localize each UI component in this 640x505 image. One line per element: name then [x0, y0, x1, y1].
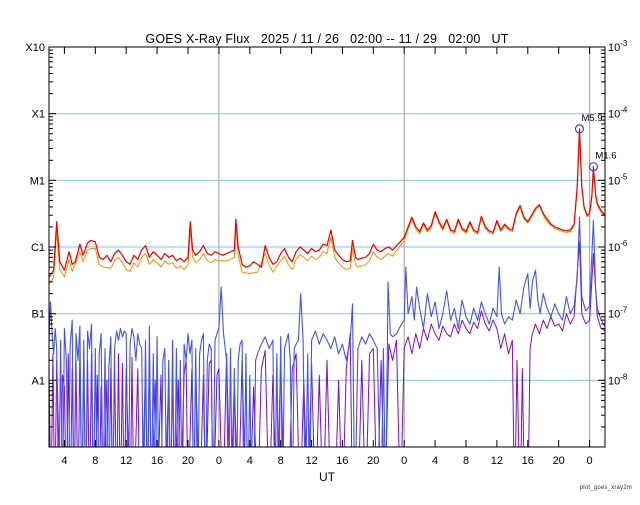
x-tick-label: 4 [432, 455, 438, 467]
x-tick-label: 20 [367, 455, 379, 467]
x-tick-label: 12 [120, 455, 132, 467]
y-right-label: 10-6 [608, 239, 628, 254]
x-tick-label: 16 [522, 455, 534, 467]
y-left-label: A1 [32, 375, 45, 387]
y-left-label: B1 [32, 309, 45, 321]
series-orange [49, 130, 605, 285]
series-red [49, 128, 605, 278]
x-tick-label: 4 [61, 455, 67, 467]
x-axis-label: UT [319, 470, 336, 484]
y-right-label: 10-5 [608, 172, 628, 187]
series-blue [49, 216, 605, 447]
x-tick-label: 0 [401, 455, 407, 467]
y-right-label: 10-4 [608, 106, 628, 121]
x-tick-label: 0 [216, 455, 222, 467]
flare-label: M1.6 [595, 151, 616, 162]
x-tick-label: 20 [182, 455, 194, 467]
flare-peak-marker [574, 124, 585, 134]
flare-label: M5.9 [582, 113, 603, 124]
y-left-label: X1 [32, 109, 45, 121]
watermark-text: plot_goes_xray2m [579, 485, 632, 491]
x-tick-label: 8 [278, 455, 284, 467]
y-left-label: C1 [31, 242, 45, 254]
chart-title: GOES X-Ray Flux 2025 / 11 / 26 02:00 -- … [145, 32, 509, 46]
x-tick-label: 16 [151, 455, 163, 467]
x-tick-label: 20 [553, 455, 565, 467]
y-right-label: 10-8 [608, 372, 628, 387]
series-group [49, 128, 605, 447]
y-left-label: X10 [25, 42, 45, 54]
x-tick-label: 8 [463, 455, 469, 467]
x-tick-label: 12 [491, 455, 503, 467]
flare-peak-marker [588, 162, 599, 172]
y-left-label: M1 [30, 175, 45, 187]
x-tick-label: 16 [336, 455, 348, 467]
x-tick-label: 0 [587, 455, 593, 467]
x-tick-label: 8 [92, 455, 98, 467]
series-purple [49, 241, 605, 447]
x-tick-label: 12 [305, 455, 317, 467]
y-right-label: 10-7 [608, 306, 628, 321]
x-tick-label: 4 [247, 455, 253, 467]
